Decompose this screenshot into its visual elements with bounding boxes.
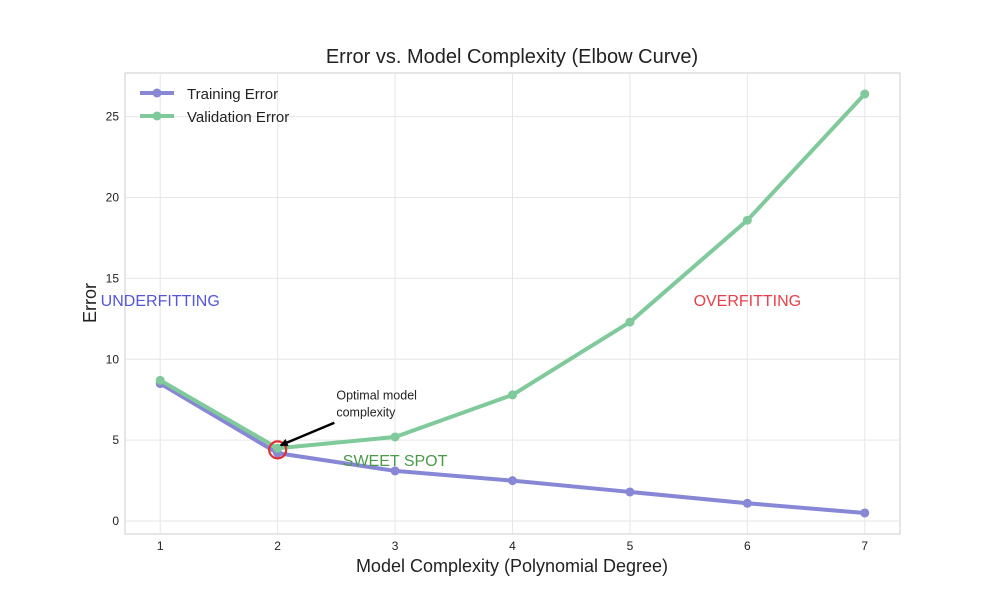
y-tick-label: 0 bbox=[112, 514, 119, 528]
legend-label-training: Training Error bbox=[187, 86, 278, 103]
data-point-training bbox=[742, 498, 752, 508]
region-label-overfitting: OVERFITTING bbox=[694, 293, 802, 310]
data-point-validation bbox=[625, 317, 635, 327]
y-tick-label: 5 bbox=[112, 433, 119, 447]
region-label-sweet-spot: SWEET SPOT bbox=[343, 453, 448, 470]
y-tick-label: 10 bbox=[106, 352, 120, 366]
optimal-point-highlight bbox=[268, 440, 288, 460]
x-tick-label: 3 bbox=[392, 539, 399, 553]
chart-title: Error vs. Model Complexity (Elbow Curve) bbox=[326, 46, 698, 68]
region-label-underfitting: UNDERFITTING bbox=[101, 293, 220, 310]
legend-marker-validation bbox=[152, 111, 162, 121]
x-axis-label: Model Complexity (Polynomial Degree) bbox=[356, 556, 668, 576]
annotation-arrow bbox=[279, 421, 335, 447]
x-tick-label: 5 bbox=[627, 539, 634, 553]
data-point-validation bbox=[508, 390, 517, 400]
y-tick-label: 20 bbox=[106, 191, 120, 205]
data-point-training bbox=[390, 466, 400, 476]
annotation-text: Optimal model bbox=[336, 389, 417, 403]
legend-marker-training bbox=[152, 88, 162, 98]
legend-label-validation: Validation Error bbox=[187, 109, 289, 126]
x-tick-label: 6 bbox=[744, 539, 751, 553]
x-tick-label: 2 bbox=[274, 539, 281, 553]
data-point-validation bbox=[155, 375, 165, 385]
legend: Training Error Validation Error bbox=[140, 86, 289, 126]
annotation-text: complexity bbox=[336, 406, 396, 420]
y-axis-label: Error bbox=[80, 283, 100, 323]
data-point-validation bbox=[742, 215, 752, 225]
annotations: Optimal model complexity UNDERFITTING SWEET… bbox=[101, 293, 801, 470]
y-tick-label: 25 bbox=[106, 110, 120, 124]
series-lines bbox=[155, 89, 870, 518]
data-point-training bbox=[625, 487, 635, 497]
x-tick-label: 1 bbox=[157, 539, 164, 553]
data-point-validation bbox=[860, 89, 870, 99]
x-tick-label: 7 bbox=[861, 539, 868, 553]
data-point-validation bbox=[390, 432, 400, 442]
data-point-training bbox=[508, 476, 517, 486]
x-tick-label: 4 bbox=[509, 539, 516, 553]
tick-labels: 1 2 3 4 5 6 7 0 5 10 15 20 25 bbox=[106, 110, 869, 553]
y-tick-label: 15 bbox=[106, 271, 120, 285]
data-point-training bbox=[860, 508, 870, 518]
